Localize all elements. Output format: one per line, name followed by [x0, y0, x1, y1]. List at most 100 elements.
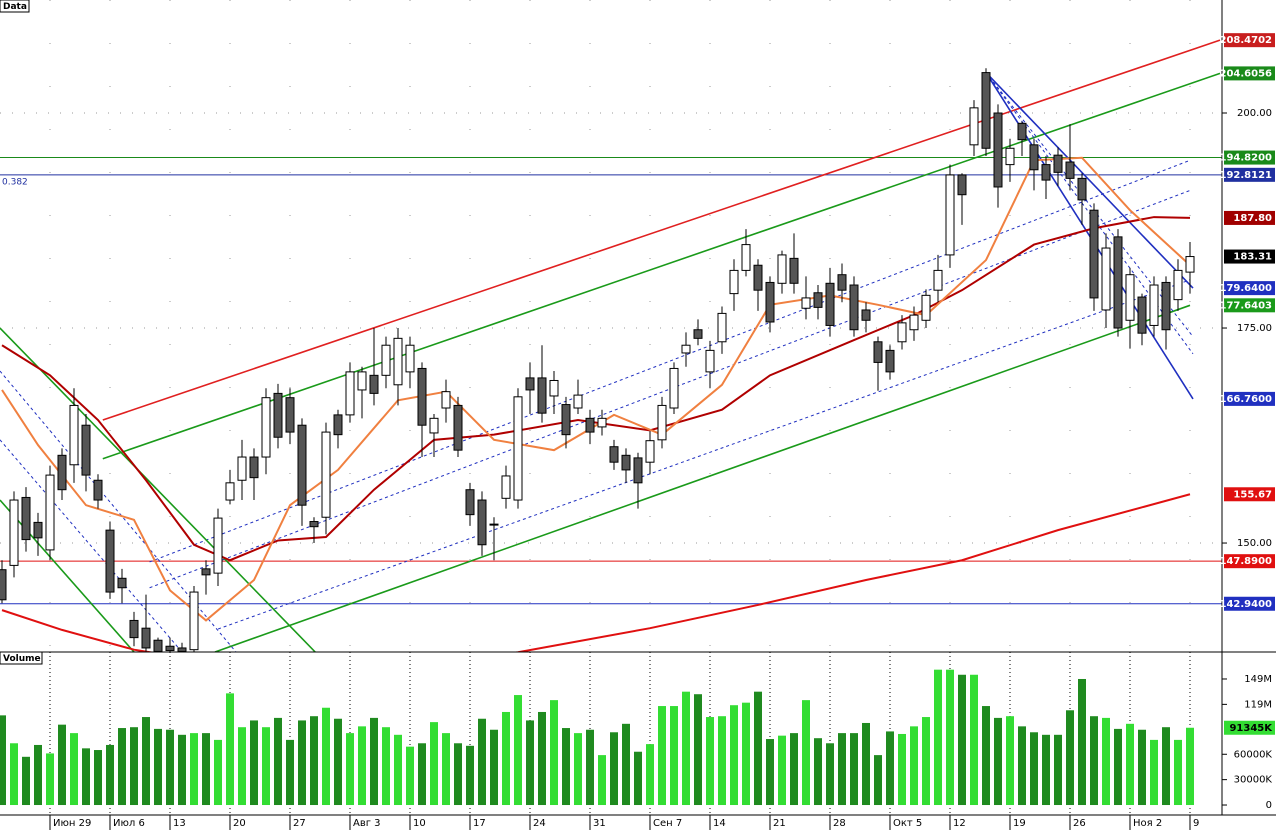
- x-tick-label: 10: [413, 818, 426, 829]
- x-tick-label: 31: [593, 818, 606, 829]
- candle-body: [489, 523, 499, 526]
- volume-bar: [310, 716, 318, 806]
- candle-body: [657, 404, 667, 441]
- trend-line: [0, 370, 237, 652]
- x-tick-label: 21: [773, 818, 786, 829]
- volume-bar: [382, 727, 390, 806]
- price-label: 208.4702: [1219, 35, 1272, 46]
- candle-body: [189, 591, 199, 651]
- volume-bar: [490, 729, 498, 806]
- volume-bar: [466, 745, 474, 806]
- volume-bar: [10, 743, 18, 806]
- volume-bar: [1054, 734, 1062, 806]
- volume-bar: [1066, 710, 1074, 806]
- price-label: 166.7600: [1219, 394, 1272, 405]
- y-tick-label: 200.00: [1237, 108, 1272, 119]
- candle-body: [345, 371, 355, 416]
- candle-body: [549, 379, 559, 397]
- candle-body: [741, 244, 751, 271]
- volume-bar: [454, 743, 462, 806]
- x-tick-label: Авг 3: [353, 818, 381, 829]
- candle-body: [885, 349, 895, 373]
- y-tick-label: 150.00: [1237, 538, 1272, 549]
- candle-body: [765, 281, 775, 323]
- volume-bar: [178, 734, 186, 806]
- volume-bar: [1138, 729, 1146, 806]
- candle-body: [153, 639, 163, 652]
- candle-body: [453, 404, 463, 451]
- price-label: 183.31: [1233, 252, 1272, 263]
- volume-bar: [598, 755, 606, 806]
- volume-bar: [94, 750, 102, 806]
- candle-body: [501, 475, 511, 499]
- candle-body: [201, 568, 211, 576]
- volume-bar: [70, 733, 78, 806]
- volume-bar: [0, 715, 6, 806]
- volume-bar: [514, 695, 522, 806]
- volume-bar: [322, 707, 330, 806]
- volume-bar: [742, 702, 750, 806]
- volume-bar: [562, 728, 570, 806]
- candle-body: [1113, 236, 1123, 329]
- price-label-box: [1224, 150, 1275, 165]
- volume-bar: [826, 743, 834, 806]
- volume-bar: [298, 720, 306, 806]
- candle-body: [525, 377, 535, 391]
- volume-bar: [646, 744, 654, 806]
- candle-body: [1125, 274, 1135, 321]
- volume-bar: [766, 739, 774, 806]
- price-label-box: [1224, 554, 1275, 569]
- volume-bar: [406, 746, 414, 806]
- candle-body: [477, 499, 487, 546]
- volume-bar: [418, 743, 426, 806]
- price-label-box: [1224, 281, 1275, 296]
- volume-bar: [934, 669, 942, 806]
- candle-body: [777, 254, 787, 284]
- volume-bar: [1174, 739, 1182, 806]
- candle-body: [837, 274, 847, 291]
- price-label-box: [1224, 66, 1275, 81]
- trend-line: [0, 327, 316, 652]
- title-box: [0, 0, 30, 13]
- title-box: [0, 651, 43, 665]
- volume-bar: [730, 705, 738, 806]
- x-tick-label: Июн 29: [53, 818, 91, 829]
- candle-body: [417, 367, 427, 426]
- volume-bar: [334, 718, 342, 806]
- candle-body: [597, 417, 607, 428]
- volume-bar: [718, 716, 726, 806]
- volume-bar: [658, 706, 666, 806]
- volume-bar: [814, 738, 822, 806]
- volume-bar: [634, 751, 642, 806]
- volume-bar: [670, 706, 678, 806]
- volume-bar: [46, 753, 54, 806]
- price-label-box: [1224, 210, 1275, 225]
- candle-body: [465, 489, 475, 516]
- candle-body: [753, 264, 763, 291]
- volume-bar: [706, 717, 714, 806]
- x-tick-label: Июл 6: [113, 818, 145, 829]
- x-tick-label: 24: [533, 818, 546, 829]
- price-label-box: [1224, 487, 1275, 502]
- candle-body: [1041, 164, 1051, 181]
- candle-body: [969, 107, 979, 146]
- volume-bar: [1186, 727, 1194, 806]
- candle-body: [57, 454, 67, 491]
- volume-bar: [250, 720, 258, 806]
- candle-body: [945, 174, 955, 256]
- candle-body: [789, 257, 799, 284]
- volume-bar: [394, 734, 402, 806]
- candle-body: [669, 367, 679, 409]
- x-tick-label: 17: [473, 818, 486, 829]
- candle-body: [633, 457, 643, 484]
- candle-body: [585, 417, 595, 433]
- x-tick-label: 14: [713, 818, 726, 829]
- candle-body: [993, 112, 1003, 188]
- volume-bar: [682, 691, 690, 806]
- candle-body: [1149, 284, 1159, 326]
- candle-body: [225, 482, 235, 501]
- volume-bar: [754, 691, 762, 806]
- volume-bar: [1030, 732, 1038, 806]
- volume-bar: [922, 717, 930, 806]
